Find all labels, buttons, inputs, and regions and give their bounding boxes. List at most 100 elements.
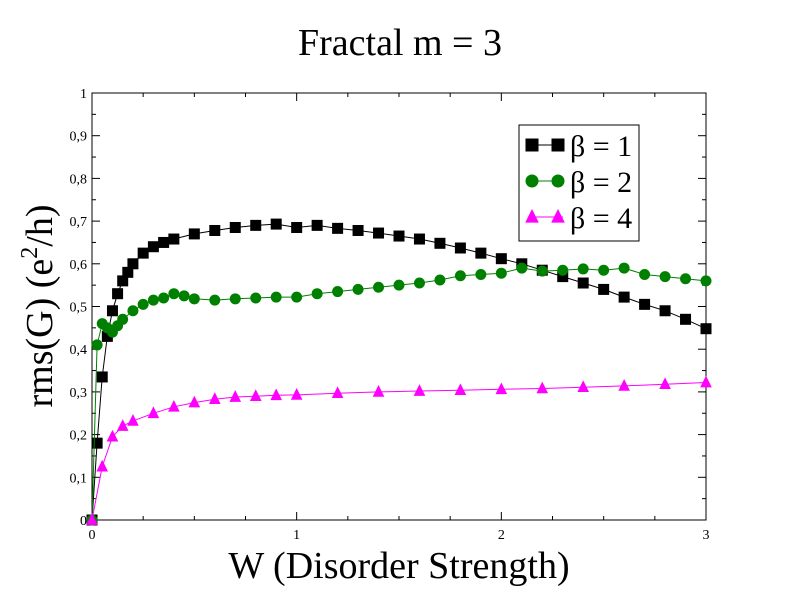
data-point	[127, 305, 139, 317]
data-point	[639, 268, 651, 280]
legend-marker	[551, 208, 565, 223]
data-point	[332, 222, 344, 234]
data-point	[577, 277, 589, 289]
legend-marker	[525, 174, 539, 188]
data-point	[168, 399, 180, 412]
legend-marker	[551, 138, 565, 152]
data-point	[577, 263, 589, 275]
data-point	[680, 273, 692, 285]
data-point	[618, 379, 630, 391]
y-axis-label-main: rms(G) (e	[19, 259, 61, 408]
y-tick-label: 1	[80, 87, 87, 102]
data-point	[96, 459, 109, 472]
data-point	[96, 371, 108, 383]
data-point	[393, 279, 405, 291]
x-tick-label: 0	[89, 528, 96, 543]
data-point	[188, 228, 200, 240]
series-layer	[86, 218, 712, 526]
data-point	[291, 291, 303, 303]
data-point	[700, 275, 712, 287]
data-point	[413, 384, 426, 396]
data-point	[311, 288, 323, 300]
data-point	[106, 429, 119, 442]
data-point	[659, 305, 671, 317]
series-line	[91, 382, 707, 521]
data-point	[158, 236, 170, 248]
y-tick-label: 0,5	[70, 301, 88, 316]
y-tick-label: 0	[80, 514, 87, 529]
data-point	[659, 271, 671, 283]
data-point	[158, 292, 170, 304]
data-point	[454, 242, 466, 254]
data-point	[270, 388, 283, 401]
series-line	[91, 267, 707, 521]
data-point	[137, 247, 149, 259]
x-tick-label: 2	[498, 528, 505, 543]
data-point	[147, 241, 159, 253]
data-point	[352, 283, 364, 295]
data-point	[598, 283, 610, 295]
data-point	[147, 406, 160, 419]
data-point	[454, 270, 466, 282]
data-point	[598, 264, 610, 276]
data-point	[495, 253, 507, 265]
data-point	[434, 274, 446, 286]
y-tick-label: 0,1	[70, 471, 88, 486]
series-line	[91, 223, 707, 521]
legend-label: β = 2	[570, 166, 632, 199]
data-point	[434, 237, 446, 249]
data-point	[250, 219, 262, 231]
y-axis-label-end: /h)	[19, 205, 61, 247]
legend-label: β = 1	[570, 130, 632, 163]
data-point	[270, 218, 282, 230]
data-point	[700, 323, 712, 335]
data-point	[516, 262, 528, 274]
y-tick-label: 0,9	[70, 130, 88, 145]
data-point	[413, 277, 425, 289]
data-point	[495, 267, 507, 279]
data-point	[372, 385, 385, 397]
data-point	[373, 227, 385, 239]
axes: 0 1 2 3 0 0,1 0,2 0,3 0,4 0,5 0,6 0,7 0,8 0,9 1	[70, 87, 710, 543]
legend-marker	[551, 174, 565, 188]
series-2	[86, 262, 712, 526]
series-3	[86, 375, 712, 525]
data-point	[557, 264, 569, 276]
data-point	[117, 313, 129, 325]
data-point	[454, 383, 467, 396]
data-point	[116, 419, 129, 431]
data-point	[147, 294, 159, 306]
data-point	[208, 392, 221, 404]
data-point	[352, 224, 364, 236]
data-point	[311, 219, 323, 231]
data-point	[229, 390, 242, 402]
legend-label: β = 4	[570, 202, 632, 235]
data-point	[106, 305, 118, 317]
x-tick-label: 3	[703, 528, 710, 543]
data-point	[413, 233, 425, 245]
data-point	[112, 288, 124, 300]
data-point	[270, 291, 282, 303]
data-point	[188, 293, 200, 305]
data-point	[249, 389, 262, 401]
data-point	[331, 386, 344, 398]
data-point	[495, 382, 508, 395]
data-point	[700, 375, 712, 388]
data-point	[659, 377, 671, 390]
data-point	[577, 380, 590, 393]
data-point	[332, 286, 344, 298]
data-point	[168, 288, 180, 300]
series-1	[86, 218, 712, 526]
legend-marker	[525, 208, 539, 223]
legend: β = 1β = 2β = 4	[518, 124, 640, 242]
y-tick-label: 0,4	[70, 343, 88, 358]
legend-frame	[518, 124, 640, 242]
data-point	[393, 230, 405, 242]
data-point	[209, 294, 221, 306]
data-point	[188, 395, 201, 408]
y-axis-label-superscript: 2	[17, 247, 43, 259]
data-point	[618, 291, 630, 303]
data-point	[127, 258, 139, 270]
chart-title: Fractal m = 3	[298, 22, 502, 64]
